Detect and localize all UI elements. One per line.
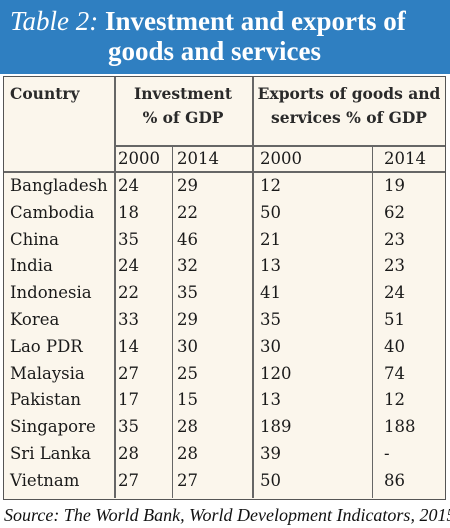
cell-investment-2014: 29 (177, 176, 198, 195)
cell-exports-2000: 12 (260, 176, 281, 195)
col-divider-investment-exports (252, 77, 254, 498)
cell-investment-2014: 25 (177, 363, 198, 383)
table-title-bar: Table 2: Investment and exports of goods… (0, 0, 450, 74)
cell-investment-2014: 15 (177, 390, 198, 410)
cell-exports-2014: 24 (384, 283, 405, 303)
cell-exports-2000: 39 (260, 444, 281, 463)
cell-investment-2014: 46 (177, 229, 198, 249)
cell-exports-2014: 188 (384, 417, 416, 437)
cell-investment-2014: 29 (177, 310, 198, 329)
header-investment-line-1: Investment (134, 84, 232, 103)
cell-investment-2000: 14 (118, 336, 139, 356)
cell-exports-2000: 41 (260, 283, 281, 303)
cell-country: Lao PDR (10, 336, 83, 356)
year-investment-2000: 2000 (118, 149, 160, 168)
cell-country: Malaysia (10, 363, 85, 383)
year-investment-2014: 2014 (177, 149, 219, 168)
col-divider-country (114, 77, 116, 498)
cell-investment-2000: 18 (118, 202, 139, 222)
table-number: Table 2: (10, 6, 99, 36)
cell-investment-2000: 24 (118, 256, 139, 276)
cell-country: Singapore (10, 417, 96, 437)
cell-exports-2014: 12 (384, 390, 405, 410)
cell-investment-2014: 28 (177, 444, 198, 463)
header-investment-line-2: % of GDP (142, 108, 224, 127)
cell-exports-2014: 74 (384, 363, 405, 383)
cell-country: Korea (10, 310, 60, 329)
source-note: Source: The World Bank, World Developmen… (4, 505, 450, 525)
cell-exports-2014: 19 (384, 176, 405, 195)
cell-country: Cambodia (10, 202, 95, 222)
table-title-line-1: Table 2: Investment and exports of (10, 6, 406, 36)
cell-country: Bangladesh (10, 176, 108, 195)
cell-investment-2014: 30 (177, 336, 198, 356)
cell-investment-2014: 27 (177, 470, 198, 490)
cell-exports-2000: 120 (260, 363, 292, 383)
table-title-text-1: Investment and exports of (105, 6, 406, 36)
cell-investment-2014: 22 (177, 202, 198, 222)
cell-exports-2014: 23 (384, 256, 405, 276)
cell-exports-2014: 86 (384, 470, 405, 490)
cell-country: Pakistan (10, 390, 82, 410)
cell-exports-2000: 13 (260, 256, 281, 276)
cell-exports-2000: 189 (260, 417, 292, 437)
cell-exports-2000: 50 (260, 470, 281, 490)
table-title-line-2: goods and services (108, 36, 322, 66)
cell-investment-2014: 35 (177, 283, 198, 303)
cell-country: China (10, 229, 59, 249)
cell-exports-2014: - (384, 444, 390, 463)
data-table: Country Investment % of GDP Exports of g… (3, 76, 446, 500)
cell-country: India (10, 256, 53, 276)
cell-country: Sri Lanka (10, 444, 91, 463)
cell-exports-2014: 23 (384, 229, 405, 249)
cell-exports-2014: 62 (384, 202, 405, 222)
cell-investment-2000: 35 (118, 229, 139, 249)
cell-investment-2000: 22 (118, 283, 139, 303)
cell-investment-2000: 24 (118, 176, 139, 195)
cell-investment-2014: 32 (177, 256, 198, 276)
header-underline (114, 145, 445, 147)
header-exports-line-1: Exports of goods and (257, 84, 441, 103)
years-underline (4, 171, 445, 173)
cell-exports-2000: 21 (260, 229, 281, 249)
cell-country: Vietnam (10, 470, 80, 490)
cell-exports-2000: 35 (260, 310, 281, 329)
cell-country: Indonesia (10, 283, 92, 303)
col-divider-exp-years (372, 145, 373, 498)
cell-investment-2014: 28 (177, 417, 198, 437)
cell-investment-2000: 35 (118, 417, 139, 437)
cell-exports-2000: 30 (260, 336, 281, 356)
cell-investment-2000: 27 (118, 363, 139, 383)
col-divider-inv-years (172, 145, 173, 498)
cell-investment-2000: 17 (118, 390, 139, 410)
header-country: Country (10, 84, 80, 103)
cell-investment-2000: 27 (118, 470, 139, 490)
cell-exports-2000: 13 (260, 390, 281, 410)
cell-exports-2014: 51 (384, 310, 405, 329)
cell-investment-2000: 28 (118, 444, 139, 463)
year-exports-2014: 2014 (384, 149, 426, 168)
header-exports-line-2: services % of GDP (271, 108, 427, 127)
cell-exports-2014: 40 (384, 336, 405, 356)
cell-investment-2000: 33 (118, 310, 139, 329)
cell-exports-2000: 50 (260, 202, 281, 222)
year-exports-2000: 2000 (260, 149, 302, 168)
